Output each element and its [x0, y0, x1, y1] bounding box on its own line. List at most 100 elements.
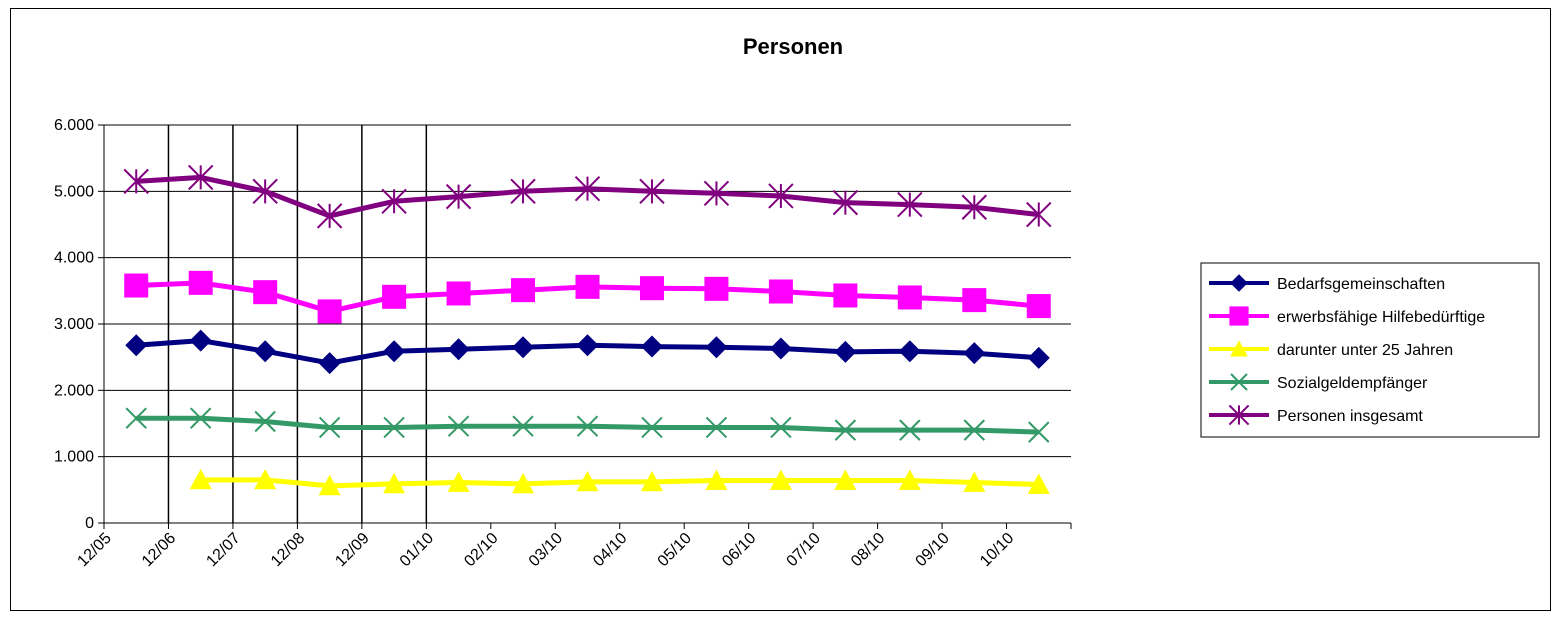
series-3	[189, 468, 1050, 496]
data-point-x	[1028, 421, 1050, 443]
data-point-square	[317, 299, 342, 324]
data-point-triangle	[963, 471, 986, 492]
y-tick-label: 6.000	[54, 117, 94, 134]
data-point-triangle	[769, 469, 792, 490]
data-point-diamond	[189, 329, 212, 352]
x-tick-label: 04/10	[590, 530, 630, 570]
data-point-square	[1026, 294, 1051, 319]
legend-item: Personen insgesamt	[1209, 404, 1423, 426]
series-line	[200, 477, 1039, 489]
data-point-star	[639, 178, 665, 205]
data-point-star	[1026, 201, 1052, 228]
line-chart: Personen 0 1.000 2.000 3.000 4.000 5.000 6.000…	[54, 34, 1540, 570]
data-point-x	[254, 410, 276, 433]
data-point-x	[125, 407, 147, 429]
data-point-x	[963, 419, 986, 441]
data-point-diamond	[576, 334, 599, 357]
data-point-diamond	[1230, 274, 1248, 292]
data-point-triangle	[898, 469, 921, 490]
data-point-x	[705, 416, 728, 439]
data-point-diamond	[640, 335, 663, 358]
x-tick-label: 12/08	[268, 530, 308, 570]
data-point-diamond	[318, 352, 341, 375]
data-point-star	[316, 203, 343, 229]
data-point-diamond	[1027, 346, 1050, 369]
y-tick-label: 2.000	[54, 382, 94, 399]
x-tick-label: 12/05	[74, 530, 114, 570]
data-point-triangle	[383, 472, 406, 494]
data-point-triangle	[189, 468, 212, 490]
data-point-star	[768, 183, 794, 209]
data-point-star	[510, 178, 536, 205]
series-5	[123, 164, 1052, 229]
data-point-x	[318, 416, 341, 439]
legend-label: erwerbsfähige Hilfebedürftige	[1277, 309, 1485, 326]
x-tick-label: 03/10	[526, 530, 566, 570]
data-point-square	[382, 284, 407, 309]
data-point-triangle	[254, 468, 277, 490]
legend-label: Bedarfsgemeinschaften	[1277, 276, 1445, 293]
y-tick-label: 3.000	[54, 316, 94, 333]
data-point-x	[512, 415, 534, 437]
data-point-x	[576, 415, 599, 437]
x-tick-label: 10/10	[977, 530, 1017, 570]
data-point-diamond	[898, 340, 921, 363]
data-point-square	[188, 270, 213, 295]
data-point-square	[1229, 306, 1249, 326]
legend-label: darunter unter 25 Jahren	[1277, 342, 1453, 359]
data-point-x	[189, 407, 212, 429]
data-point-star	[832, 189, 859, 216]
chart-title: Personen	[743, 34, 843, 59]
data-point-triangle	[318, 474, 341, 496]
data-point-star	[123, 168, 149, 195]
legend-item: erwerbsfähige Hilfebedürftige	[1209, 306, 1485, 326]
data-point-diamond	[705, 336, 728, 359]
data-point-triangle	[1230, 340, 1248, 357]
data-point-triangle	[640, 470, 663, 492]
y-tick-label: 4.000	[54, 250, 94, 267]
data-point-x	[770, 416, 792, 439]
data-point-star	[703, 180, 730, 207]
data-point-star	[574, 175, 601, 202]
x-tick-label: 06/10	[719, 530, 759, 570]
data-point-square	[639, 276, 664, 301]
data-point-square	[253, 280, 278, 305]
legend-item: Bedarfsgemeinschaften	[1209, 274, 1445, 293]
data-point-star	[187, 164, 214, 191]
y-tick-label: 1.000	[54, 449, 94, 466]
legend: Bedarfsgemeinschaften erwerbsfähige Hilfe…	[1200, 262, 1540, 438]
data-point-triangle	[834, 469, 857, 490]
data-point-square	[704, 276, 729, 301]
y-tick-label: 5.000	[54, 183, 94, 200]
data-point-star	[445, 183, 472, 210]
data-point-diamond	[383, 340, 406, 363]
x-tick-label: 05/10	[655, 530, 695, 570]
series-2	[124, 270, 1051, 324]
data-point-star	[961, 194, 988, 220]
legend-item: darunter unter 25 Jahren	[1209, 340, 1453, 359]
data-point-x	[899, 419, 921, 441]
data-point-diamond	[447, 338, 470, 361]
data-point-square	[575, 274, 600, 299]
data-point-square	[833, 283, 858, 308]
data-point-square	[897, 285, 922, 310]
data-point-triangle	[447, 471, 470, 492]
data-point-diamond	[512, 336, 535, 359]
data-point-star	[897, 191, 923, 218]
series-1	[125, 329, 1050, 375]
data-point-square	[768, 279, 793, 304]
data-point-square	[962, 288, 987, 313]
data-point-star	[1228, 404, 1250, 426]
x-tick-label: 02/10	[461, 530, 501, 570]
data-point-triangle	[576, 470, 599, 492]
data-point-x	[447, 415, 470, 437]
series-4	[125, 407, 1050, 443]
data-point-triangle	[512, 472, 535, 494]
vertical-markers	[167, 125, 428, 523]
data-point-square	[124, 273, 149, 298]
data-point-triangle	[705, 469, 728, 490]
x-tick-label: 07/10	[784, 530, 824, 570]
legend-label: Sozialgeldempfänger	[1277, 375, 1428, 392]
x-tick-label: 08/10	[848, 530, 888, 570]
data-point-diamond	[834, 340, 857, 363]
